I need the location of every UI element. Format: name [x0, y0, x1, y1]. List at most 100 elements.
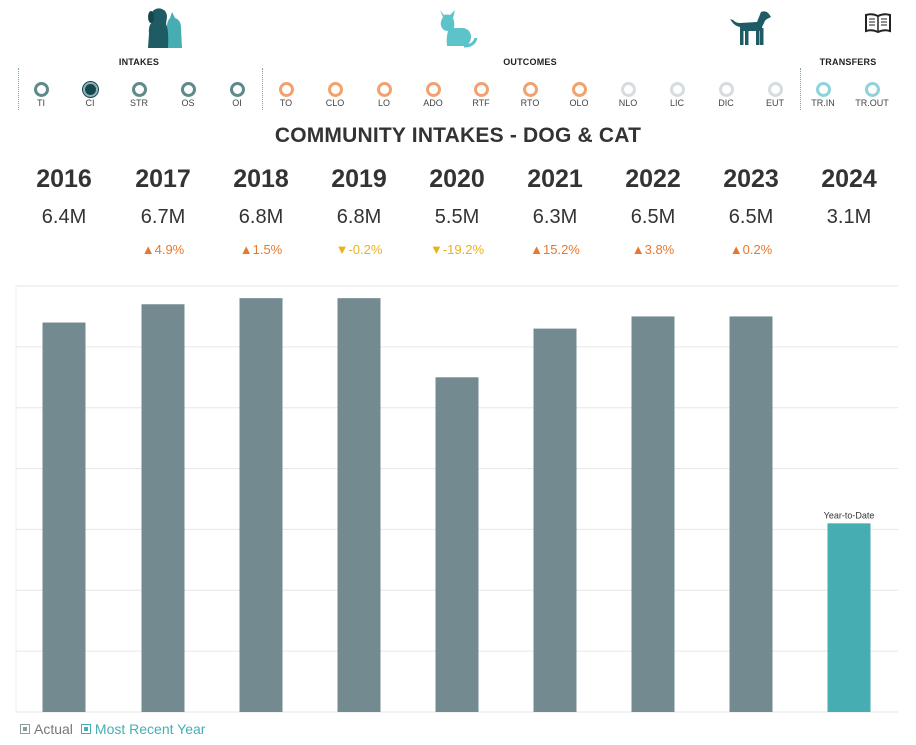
year-value-2022: 6.5M	[630, 206, 676, 228]
filter-oi[interactable]: OI	[219, 82, 255, 108]
filter-label: NLO	[618, 98, 638, 108]
filter-label: OS	[181, 98, 195, 108]
chart-title: COMMUNITY INTAKES - DOG & CAT	[274, 124, 642, 147]
year-value-2023: 6.5M	[728, 206, 774, 228]
bar-2021[interactable]	[533, 328, 577, 712]
bar-2024[interactable]	[827, 523, 871, 712]
dog-cat-icon[interactable]	[140, 4, 186, 55]
year-value-2019: 6.8M	[336, 206, 382, 228]
filter-olo[interactable]: OLO	[561, 82, 597, 108]
year-value-2021: 6.3M	[532, 206, 578, 228]
year-label-2022: 2022	[625, 165, 681, 193]
filter-radio-icon	[327, 82, 343, 97]
cat-icon[interactable]	[434, 4, 478, 55]
filter-label: DIC	[718, 98, 734, 108]
triangle-up-icon: ▲	[729, 242, 743, 257]
bar-2023[interactable]	[729, 316, 773, 712]
year-label-2023: 2023	[723, 165, 779, 193]
filter-label: TR.OUT	[855, 98, 889, 108]
year-change-2023: ▲0.2%	[705, 242, 797, 257]
filter-radio-icon	[620, 82, 636, 97]
filter-radio-icon	[571, 82, 587, 97]
triangle-down-icon: ▼	[335, 242, 349, 257]
year-label-2024: 2024	[821, 165, 877, 193]
filter-nlo[interactable]: NLO	[610, 82, 646, 108]
filter-label: CLO	[325, 98, 345, 108]
filter-radio-icon	[473, 82, 489, 97]
year-value-2017: 6.7M	[140, 206, 186, 228]
triangle-up-icon: ▲	[141, 242, 155, 257]
annotation-year-to-date: Year-to-Date	[824, 510, 875, 520]
change-percent: 1.5%	[252, 242, 283, 257]
year-change-2020: ▼-19.2%	[411, 242, 503, 257]
separator-left	[18, 68, 19, 110]
year-label-2016: 2016	[36, 165, 92, 193]
filter-ti[interactable]: TI	[23, 82, 59, 108]
filter-to[interactable]: TO	[268, 82, 304, 108]
filter-lo[interactable]: LO	[366, 82, 402, 108]
filter-label: LIC	[669, 98, 684, 108]
triangle-up-icon: ▲	[239, 242, 253, 257]
filter-str[interactable]: STR	[121, 82, 157, 108]
filter-tr-in[interactable]: TR.IN	[805, 82, 841, 108]
legend-item-actual[interactable]: Actual	[20, 721, 73, 737]
legend-label-most-recent-year: Most Recent Year	[94, 721, 206, 737]
filter-radio-icon	[229, 82, 245, 97]
filter-radio-icon	[376, 82, 392, 97]
book-icon[interactable]	[864, 12, 892, 39]
filter-label: ADO	[423, 98, 443, 108]
intakes-section-label: INTAKES	[118, 57, 160, 67]
triangle-up-icon: ▲	[631, 242, 645, 257]
filter-lic[interactable]: LIC	[659, 82, 695, 108]
year-change-2017: ▲4.9%	[117, 242, 209, 257]
bar-2019[interactable]	[337, 298, 381, 712]
change-percent: 3.8%	[644, 242, 675, 257]
year-change-2021: ▲15.2%	[509, 242, 601, 257]
filter-ci[interactable]: CI	[72, 82, 108, 108]
legend-label-actual: Actual	[34, 721, 73, 737]
dog-icon[interactable]	[727, 4, 773, 55]
filter-label: STR	[130, 98, 148, 108]
year-change-2018: ▲1.5%	[215, 242, 307, 257]
year-value-2016: 6.4M	[41, 206, 87, 228]
change-percent: 0.2%	[742, 242, 773, 257]
filter-radio-icon	[425, 82, 441, 97]
filter-radio-icon	[864, 82, 880, 97]
filter-radio-icon	[767, 82, 783, 97]
filter-dic[interactable]: DIC	[708, 82, 744, 108]
filter-label: TI	[37, 98, 45, 108]
bar-2022[interactable]	[631, 316, 675, 712]
year-change-2019: ▼-0.2%	[313, 242, 405, 257]
bar-2020[interactable]	[435, 377, 479, 712]
year-label-2017: 2017	[135, 165, 191, 193]
filter-radio-icon	[669, 82, 685, 97]
filter-radio-icon	[718, 82, 734, 97]
triangle-up-icon: ▲	[530, 242, 543, 257]
filter-os[interactable]: OS	[170, 82, 206, 108]
filter-rtf[interactable]: RTF	[463, 82, 499, 108]
year-value-2020: 5.5M	[434, 206, 480, 228]
bar-2016[interactable]	[42, 322, 86, 712]
filter-tr-out[interactable]: TR.OUT	[854, 82, 890, 108]
year-label-2018: 2018	[233, 165, 289, 193]
year-label-2020: 2020	[429, 165, 485, 193]
bar-2017[interactable]	[141, 304, 185, 712]
legend-swatch-most-recent-year	[80, 724, 91, 734]
filter-radio-icon	[815, 82, 831, 97]
change-percent: -19.2%	[442, 242, 485, 257]
outcomes-section-label: OUTCOMES	[503, 57, 557, 67]
change-percent: 15.2%	[543, 242, 580, 257]
filter-radio-icon	[131, 82, 147, 97]
bar-2018[interactable]	[239, 298, 283, 712]
filter-label: TO	[279, 98, 293, 108]
separator-intakes-outcomes	[262, 68, 263, 110]
filter-radio-icon	[180, 82, 196, 97]
year-value-2024: 3.1M	[826, 206, 872, 228]
filter-ado[interactable]: ADO	[415, 82, 451, 108]
filter-eut[interactable]: EUT	[757, 82, 793, 108]
filter-radio-icon	[82, 82, 98, 97]
legend-item-most-recent-year[interactable]: Most Recent Year	[80, 721, 206, 737]
filter-clo[interactable]: CLO	[317, 82, 353, 108]
filter-rto[interactable]: RTO	[512, 82, 548, 108]
legend: Actual Most Recent Year	[20, 721, 205, 737]
